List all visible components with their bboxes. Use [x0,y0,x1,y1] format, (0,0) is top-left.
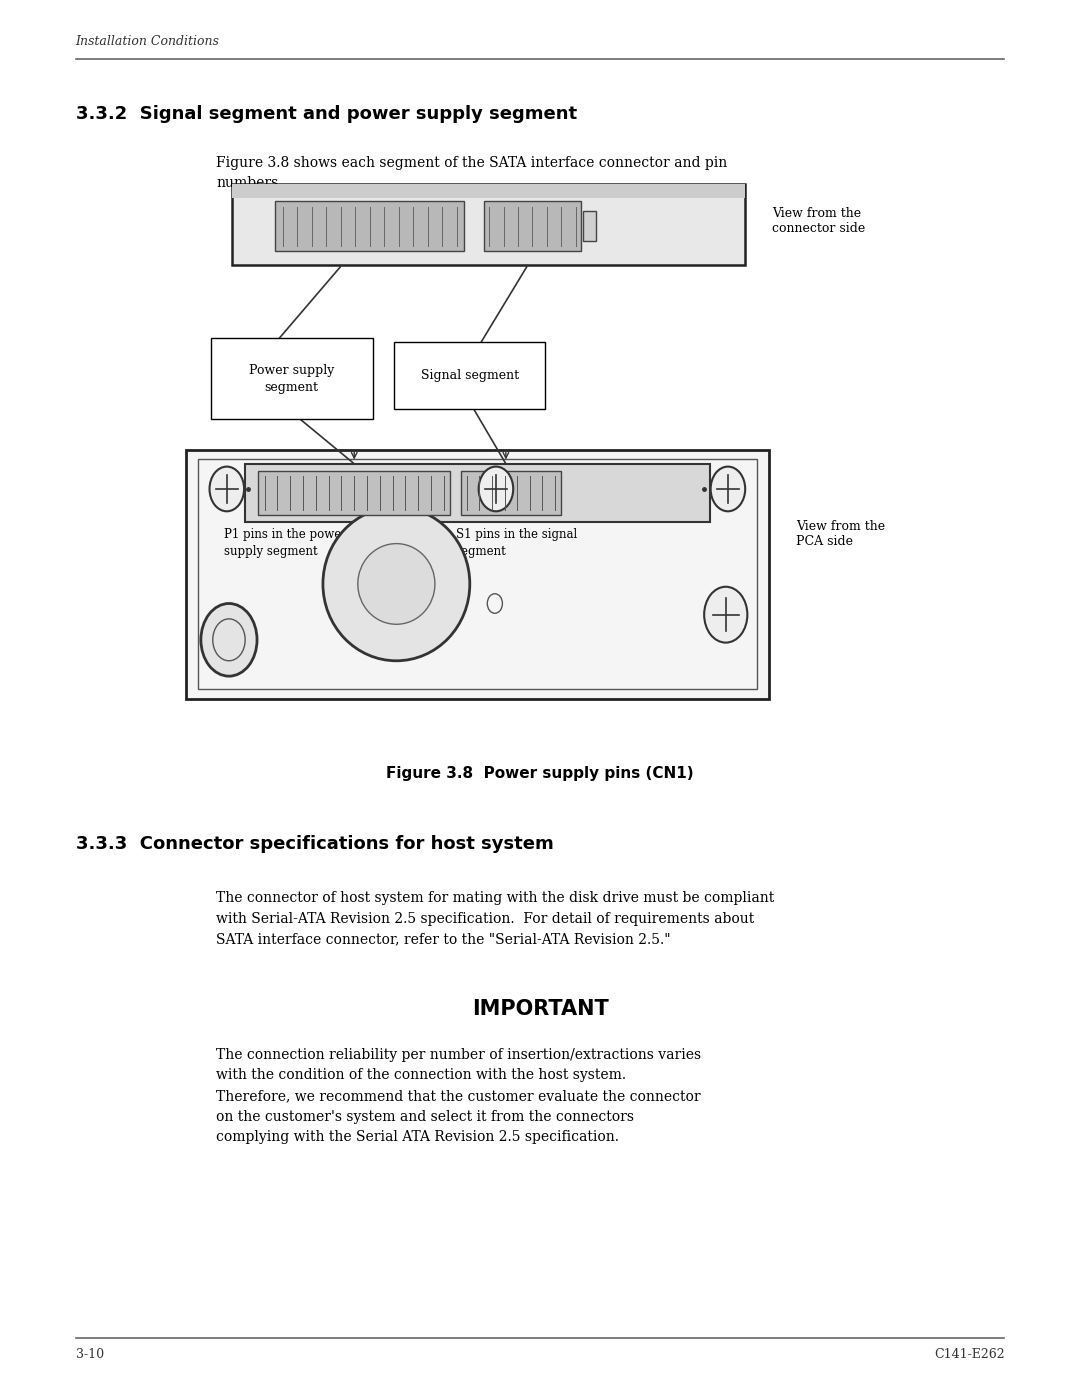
Text: Installation Conditions: Installation Conditions [76,35,219,47]
Ellipse shape [323,507,470,661]
Ellipse shape [357,543,435,624]
Text: 3.3.2  Signal segment and power supply segment: 3.3.2 Signal segment and power supply se… [76,105,577,123]
Text: IMPORTANT: IMPORTANT [472,999,608,1018]
FancyBboxPatch shape [232,184,745,265]
FancyBboxPatch shape [275,201,464,251]
FancyBboxPatch shape [461,471,561,515]
Text: Figure 3.8 shows each segment of the SATA interface connector and pin
numbers.: Figure 3.8 shows each segment of the SAT… [216,156,727,190]
FancyBboxPatch shape [258,471,450,515]
Text: P1 pins in the power
supply segment: P1 pins in the power supply segment [224,528,347,557]
Circle shape [210,467,244,511]
Text: Figure 3.8  Power supply pins (CN1): Figure 3.8 Power supply pins (CN1) [387,766,693,781]
Circle shape [704,587,747,643]
FancyBboxPatch shape [232,184,745,198]
Text: S1 pins in the signal
segment: S1 pins in the signal segment [456,528,577,557]
Circle shape [213,619,245,661]
Text: Signal segment: Signal segment [421,369,518,383]
FancyBboxPatch shape [186,450,769,698]
FancyBboxPatch shape [245,464,710,522]
Text: 3-10: 3-10 [76,1348,104,1361]
FancyBboxPatch shape [583,211,596,242]
FancyBboxPatch shape [394,342,545,409]
Circle shape [487,594,502,613]
FancyBboxPatch shape [484,201,581,251]
Text: 3.3.3  Connector specifications for host system: 3.3.3 Connector specifications for host … [76,835,553,854]
Circle shape [711,467,745,511]
Text: C141-E262: C141-E262 [934,1348,1004,1361]
FancyBboxPatch shape [211,338,373,419]
Text: View from the
PCA side: View from the PCA side [796,520,886,548]
Text: The connector of host system for mating with the disk drive must be compliant
wi: The connector of host system for mating … [216,891,774,947]
Circle shape [478,467,513,511]
Text: Power supply
segment: Power supply segment [248,363,335,394]
Text: View from the
connector side: View from the connector side [772,207,865,235]
Circle shape [201,604,257,676]
Text: The connection reliability per number of insertion/extractions varies
with the c: The connection reliability per number of… [216,1048,701,1144]
